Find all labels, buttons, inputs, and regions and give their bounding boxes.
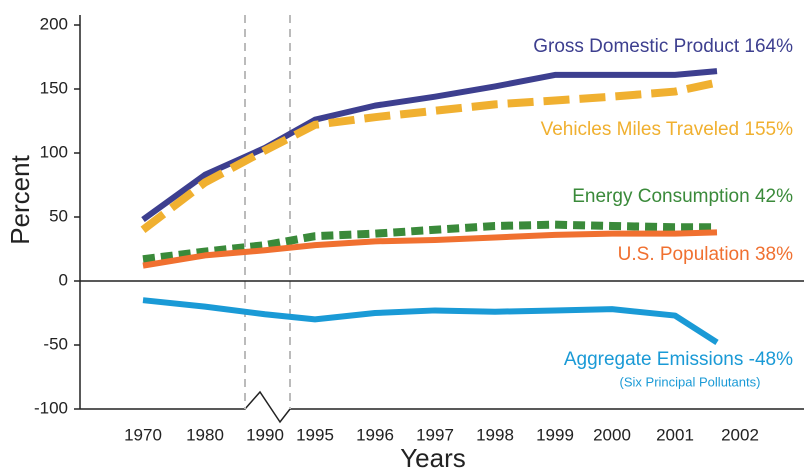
y-tick-label: 100 xyxy=(40,142,68,161)
x-tick-label: 1990 xyxy=(246,425,284,444)
y-tick-label: -100 xyxy=(34,398,68,417)
x-tick-label: 1970 xyxy=(124,425,162,444)
series-note: (Six Principal Pollutants) xyxy=(620,374,761,389)
y-tick-label: -50 xyxy=(43,334,68,353)
series-label: Aggregate Emissions -48% xyxy=(564,349,793,370)
series-label: Gross Domestic Product 164% xyxy=(533,36,793,57)
series-label: Energy Consumption 42% xyxy=(572,186,793,207)
x-axis xyxy=(80,390,804,424)
x-tick-label: 1999 xyxy=(536,425,574,444)
series-label: Vehicles Miles Traveled 155% xyxy=(541,119,794,140)
x-axis-title: Years xyxy=(400,443,466,473)
y-tick-label: 0 xyxy=(59,270,68,289)
x-tick-label: 1980 xyxy=(186,425,224,444)
x-tick-label: 1997 xyxy=(416,425,454,444)
y-axis-title: Percent xyxy=(5,154,35,244)
x-tick-label: 2002 xyxy=(721,425,759,444)
series-line xyxy=(142,220,717,264)
x-tick-label: 1995 xyxy=(296,425,334,444)
series-line xyxy=(142,229,718,269)
series-line xyxy=(142,297,719,345)
x-tick-label: 1998 xyxy=(476,425,514,444)
x-tick-label: 1996 xyxy=(356,425,394,444)
series-label: U.S. Population 38% xyxy=(618,244,793,265)
y-tick-label: 150 xyxy=(40,78,68,97)
y-tick-label: 200 xyxy=(40,14,68,33)
y-tick-label: 50 xyxy=(49,206,68,225)
series-line xyxy=(140,78,718,233)
x-tick-label: 2001 xyxy=(656,425,694,444)
x-tick-label: 2000 xyxy=(593,425,631,444)
